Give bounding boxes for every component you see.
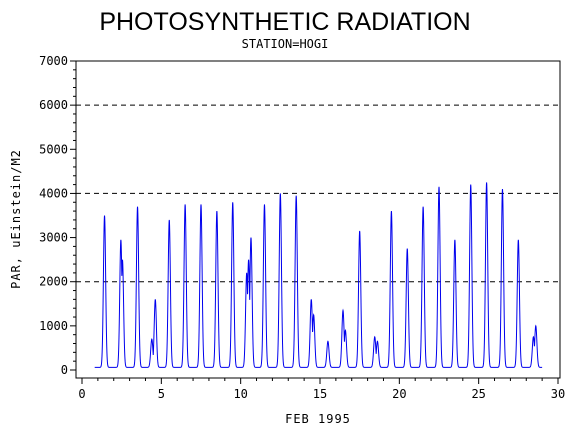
y-tick-label: 2000 <box>39 275 68 289</box>
x-tick-label: 20 <box>392 387 406 401</box>
series-par <box>94 182 543 368</box>
chart-title: PHOTOSYNTHETIC RADIATION <box>99 8 470 36</box>
y-tick-label: 5000 <box>39 142 68 156</box>
x-tick-label: 30 <box>551 387 565 401</box>
y-tick-label: 7000 <box>39 54 68 68</box>
x-tick-label: 25 <box>471 387 485 401</box>
y-tick-label: 1000 <box>39 319 68 333</box>
y-tick-label: 4000 <box>39 186 68 200</box>
x-tick-label: 5 <box>158 387 165 401</box>
series-line-par <box>94 182 543 368</box>
y-axis: 0 1000 2000 3000 4000 5000 6000 7000 <box>39 54 76 377</box>
x-tick-label: 0 <box>78 387 85 401</box>
y-axis-label: PAR, uEinstein/M2 <box>9 149 23 289</box>
x-tick-label: 15 <box>313 387 327 401</box>
x-axis-label: FEB 1995 <box>285 412 351 426</box>
y-tick-label: 0 <box>61 363 68 377</box>
plot-frame <box>75 60 561 379</box>
y-tick-label: 6000 <box>39 98 68 112</box>
y-tick-label: 3000 <box>39 231 68 245</box>
x-tick-label: 10 <box>233 387 247 401</box>
chart-subtitle: STATION=HOGI <box>242 37 329 51</box>
x-axis: 0 5 10 15 20 25 30 <box>78 378 565 401</box>
